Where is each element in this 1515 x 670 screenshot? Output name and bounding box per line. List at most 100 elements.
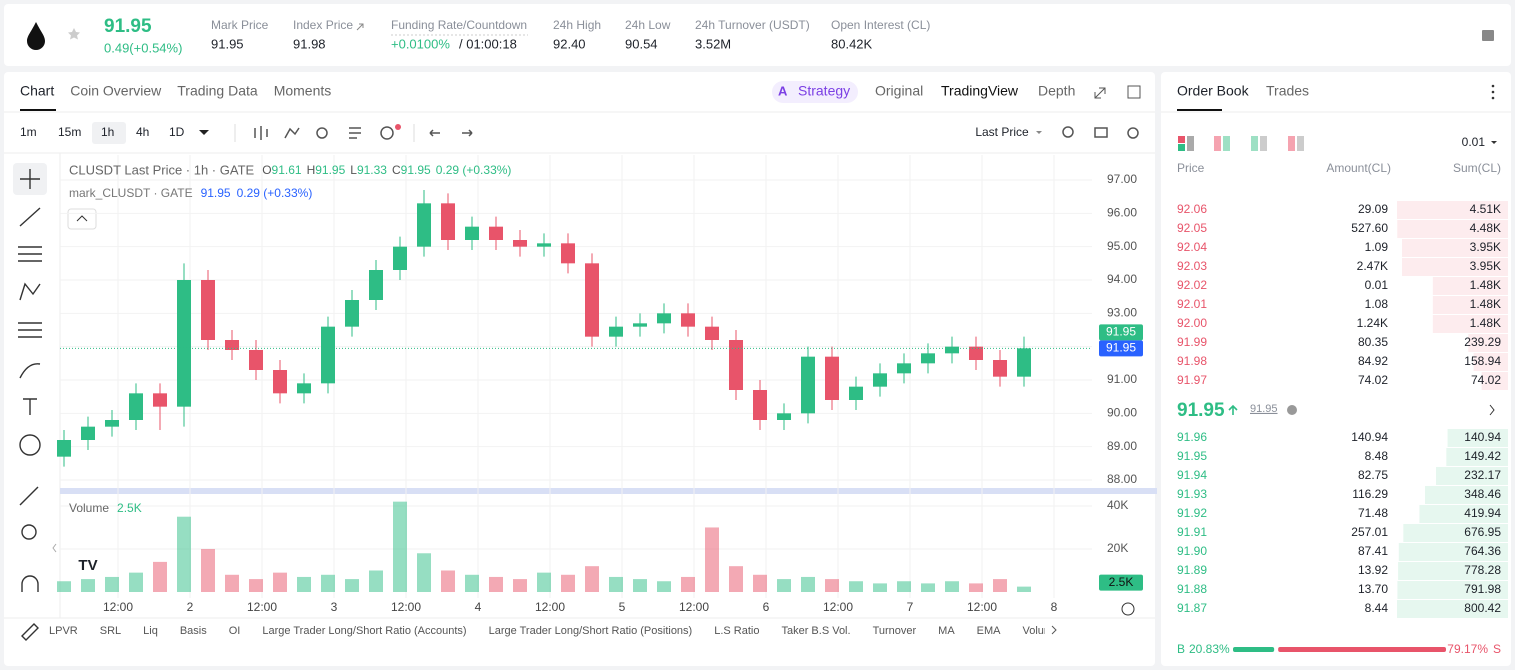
ruler-tool[interactable] [19,486,39,506]
volume-tag [1099,574,1143,591]
ohlc-value: 91.33 [357,163,387,177]
undo-icon[interactable] [429,129,440,137]
template-icon[interactable] [349,127,361,139]
candle-body [345,300,359,327]
ob-amount: 8.48 [1365,449,1389,463]
line-tool[interactable] [19,207,41,227]
chart-tab[interactable]: Trading Data [177,83,258,99]
indicator-icon[interactable] [284,127,300,139]
candle-icon[interactable] [254,126,268,140]
settings-hex[interactable] [1121,602,1135,616]
price-type[interactable]: Last Price [975,125,1029,139]
interval-dropdown[interactable] [199,130,209,135]
magnet-tool[interactable] [21,575,39,592]
window-icon[interactable] [1127,85,1141,99]
view-tab[interactable]: TradingView [941,83,1019,99]
indicators-next[interactable] [1051,625,1057,635]
text-tool[interactable] [23,398,37,415]
add-icon[interactable] [380,126,394,140]
brush-tool[interactable] [19,363,41,379]
layout-bids[interactable] [1251,136,1258,151]
menu-dot [1491,90,1495,94]
chart-tab[interactable]: Chart [20,83,54,99]
strategy-pill[interactable] [772,81,858,103]
camera-icon[interactable] [1094,127,1108,138]
crosshair-tool[interactable] [20,169,40,189]
view-tab[interactable]: Depth [1038,83,1075,99]
chart-tab[interactable]: Coin Overview [70,83,162,99]
ob-price: 91.90 [1177,544,1207,558]
volume-bar [561,574,575,592]
indicator[interactable]: Taker B.S Vol. [781,625,850,637]
view-tab[interactable]: Strategy [798,83,850,99]
emoji-tool[interactable] [19,434,41,456]
interval[interactable]: 1m [20,125,37,139]
interval[interactable]: 1h [101,125,114,139]
zoom-tool[interactable] [21,524,37,540]
stat-value: 80.42K [831,36,873,51]
depth-bar [1436,467,1508,485]
candle-body [801,356,815,414]
redo-icon[interactable] [462,129,473,137]
indicator[interactable]: Large Trader Long/Short Ratio (Accounts) [262,625,466,637]
indicator[interactable]: L.S Ratio [714,625,759,637]
fib-tool[interactable] [18,322,42,338]
more-arrow[interactable] [1489,404,1495,416]
ob-price: 92.02 [1177,278,1207,292]
x-tick-label: 8 [1051,600,1058,614]
info-icon[interactable] [1287,405,1297,415]
indicator[interactable]: EMA [977,625,1002,637]
x-tick-label: 4 [475,600,482,614]
candle-body [825,356,839,400]
volume-bar [465,574,479,592]
layout-asks [1297,136,1304,151]
replay-icon[interactable] [316,127,328,139]
volume-bar [849,581,863,592]
ob-tab[interactable]: Order Book [1177,83,1250,99]
precision[interactable]: 0.01 [1462,135,1486,149]
settings-icon[interactable] [1482,30,1494,41]
gear-icon[interactable] [1127,127,1139,139]
ob-sum: 1.48K [1470,316,1501,330]
ob-sum: 1.48K [1470,278,1501,292]
indicator[interactable]: Basis [180,625,207,637]
chart-tab[interactable]: Moments [274,83,332,99]
layout-alt[interactable] [1214,136,1221,151]
expand-icon[interactable] [1094,87,1106,99]
depth-bar [1397,220,1508,238]
indicator[interactable]: OI [229,625,241,637]
layout-both[interactable] [1178,136,1185,143]
precision-caret [1491,141,1497,144]
search-icon[interactable] [1062,126,1074,138]
collapse-legend[interactable] [67,208,97,230]
pen-tool[interactable] [21,623,39,641]
candle-body [705,326,719,340]
pattern-tool[interactable] [19,282,41,301]
drawing-tools [18,169,42,641]
menu-dot[interactable] [1491,84,1495,88]
sidebar-toggle[interactable] [52,543,57,553]
interval[interactable]: 15m [58,125,81,139]
tv-logo-bg [68,548,108,582]
candle-body [873,373,887,387]
interval[interactable]: 1D [169,125,185,139]
indicator[interactable]: MA [938,625,955,637]
indicator[interactable]: Liq [143,625,158,637]
stat-value: +0.0100% [391,36,450,51]
ob-tab[interactable]: Trades [1266,83,1309,99]
view-tab[interactable]: Original [875,83,923,99]
indicator[interactable]: Volume [1023,625,1060,637]
layout-asks[interactable] [1288,136,1295,151]
volume-bar [993,579,1007,592]
layout-both [1187,136,1194,151]
candle-body [897,363,911,374]
indicator[interactable]: Turnover [873,625,917,637]
indicator[interactable]: LPVR [49,625,78,637]
indicator[interactable]: Large Trader Long/Short Ratio (Positions… [489,625,693,637]
y-tick-label: 93.00 [1107,306,1137,320]
interval[interactable]: 4h [136,125,149,139]
indicator[interactable]: SRL [100,625,121,637]
channel-tool[interactable] [18,246,42,262]
favorite-star[interactable] [68,28,80,40]
ob-price: 91.94 [1177,468,1207,482]
